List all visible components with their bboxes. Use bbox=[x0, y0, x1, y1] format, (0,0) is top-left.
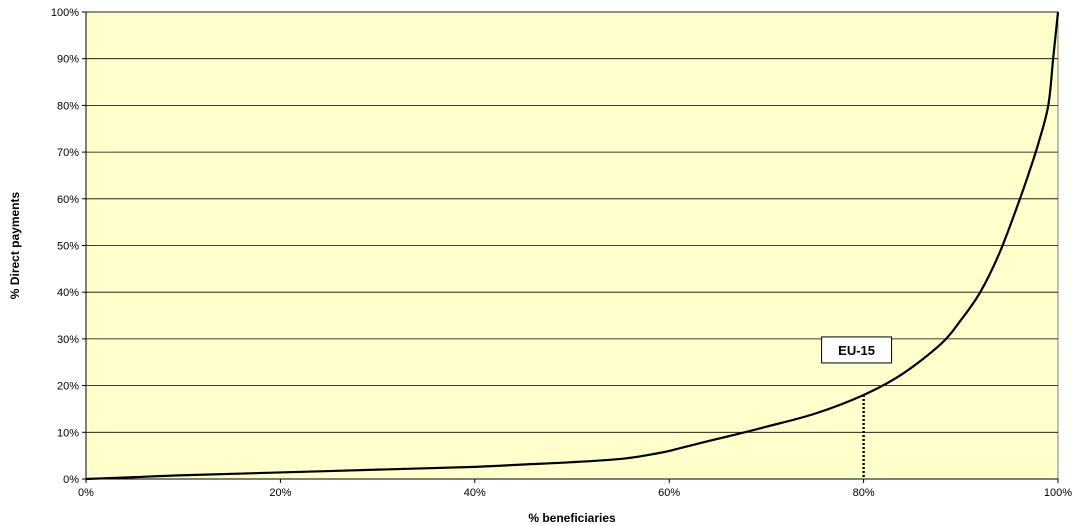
y-tick-label: 40% bbox=[57, 287, 79, 299]
series-line bbox=[85, 11, 1060, 481]
x-tick-label: 0% bbox=[78, 487, 94, 499]
x-tick-label: 100% bbox=[1044, 487, 1072, 499]
x-tick-label: 40% bbox=[464, 487, 486, 499]
x-axis-ticks: 0% 20% 40% 60% 80% 100% bbox=[78, 479, 1072, 499]
y-axis-ticks: 0% 10% 20% 30% 40% 50% 60% 70% 80% 90% 100% bbox=[51, 7, 86, 486]
y-tick-label: 30% bbox=[57, 334, 79, 346]
y-tick-label: 60% bbox=[57, 194, 79, 206]
x-tick-label: 20% bbox=[269, 487, 291, 499]
gridlines bbox=[85, 11, 1058, 480]
y-tick-label: 100% bbox=[51, 7, 79, 19]
x-tick-label: 80% bbox=[853, 487, 875, 499]
x-tick-label: 60% bbox=[658, 487, 680, 499]
annotation-label: EU-15 bbox=[838, 343, 875, 358]
annotation-box bbox=[821, 336, 893, 364]
x-axis-title: % beneficiaries bbox=[528, 511, 616, 525]
y-tick-label: 50% bbox=[57, 241, 79, 253]
y-tick-label: 20% bbox=[57, 381, 79, 393]
y-tick-label: 80% bbox=[57, 100, 79, 112]
annotation-eu15: EU-15 bbox=[821, 336, 893, 364]
y-tick-label: 0% bbox=[63, 474, 79, 486]
y-tick-label: 70% bbox=[57, 147, 79, 159]
y-tick-label: 10% bbox=[57, 427, 79, 439]
y-tick-label: 90% bbox=[57, 54, 79, 66]
y-axis-title: % Direct payments bbox=[8, 191, 22, 299]
